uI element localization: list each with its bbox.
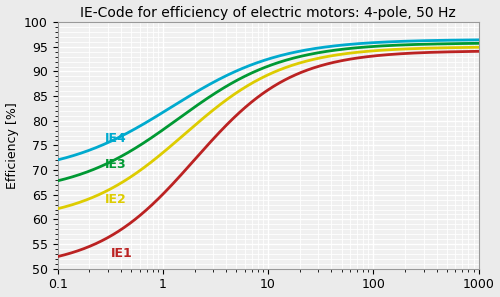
Y-axis label: Efficiency [%]: Efficiency [%] xyxy=(6,102,18,189)
Text: IE1: IE1 xyxy=(111,247,132,260)
Text: IE2: IE2 xyxy=(104,193,126,206)
Text: IE3: IE3 xyxy=(104,158,126,171)
Title: IE-Code for efficiency of electric motors: 4-pole, 50 Hz: IE-Code for efficiency of electric motor… xyxy=(80,6,456,20)
Text: IE4: IE4 xyxy=(104,132,126,145)
